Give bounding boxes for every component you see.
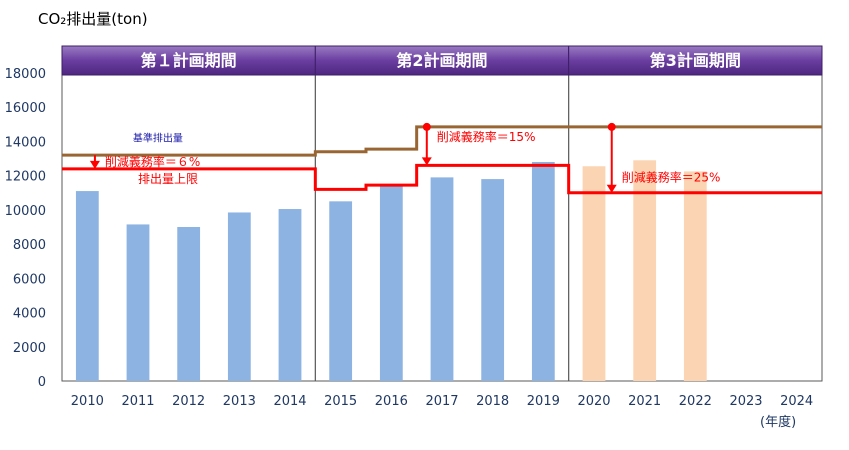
y-tick-label: 8000 bbox=[13, 238, 46, 253]
period-header bbox=[61, 45, 316, 76]
cap-line bbox=[62, 163, 822, 195]
baseline-label: 基準排出量 bbox=[133, 131, 183, 144]
reduction-rate-label: 削減義務率＝25% bbox=[622, 170, 721, 185]
x-tick-label: 2015 bbox=[324, 394, 357, 409]
y-tick-label: 14000 bbox=[5, 135, 46, 150]
bar-2014 bbox=[278, 209, 302, 381]
bar-2021 bbox=[633, 160, 657, 381]
x-tick-label: 2016 bbox=[375, 394, 408, 409]
y-tick-label: 0 bbox=[38, 375, 46, 390]
x-tick-label: 2022 bbox=[679, 394, 712, 409]
period-label: 第2計画期間 bbox=[396, 51, 487, 70]
period-headers: 第１計画期間 第2計画期間 第3計画期間 bbox=[61, 45, 823, 76]
reduction-arrow-head bbox=[421, 157, 432, 166]
bar-2010 bbox=[75, 191, 99, 381]
bars bbox=[75, 160, 707, 381]
reduction-arrow-head bbox=[89, 160, 100, 169]
reduction-rate-label: 削減義務率＝15% bbox=[437, 129, 536, 144]
y-tick-label: 10000 bbox=[5, 204, 46, 219]
bar-2022 bbox=[683, 171, 707, 381]
bar-2012 bbox=[177, 227, 201, 381]
bar-2017 bbox=[430, 177, 454, 381]
x-tick-label: 2011 bbox=[121, 394, 154, 409]
y-axis-title: CO₂排出量(ton) bbox=[38, 10, 148, 28]
bar-2016 bbox=[379, 184, 403, 381]
reduction-arrow-head bbox=[606, 184, 617, 193]
bar-2018 bbox=[481, 179, 505, 381]
x-tick-label: 2010 bbox=[71, 394, 104, 409]
y-tick-label: 18000 bbox=[5, 67, 46, 82]
x-tick-label: 2017 bbox=[425, 394, 458, 409]
y-axis-ticks: 0 2000 4000 6000 8000 10000 12000 14000 16000 180… bbox=[5, 67, 46, 390]
x-tick-label: 2012 bbox=[172, 394, 205, 409]
reduction-marker bbox=[607, 122, 616, 131]
bar-2015 bbox=[329, 201, 353, 381]
reduction-marker bbox=[422, 122, 431, 131]
cap-label: 排出量上限 bbox=[138, 172, 198, 186]
x-tick-label: 2019 bbox=[527, 394, 560, 409]
x-axis-unit: (年度) bbox=[760, 414, 796, 430]
bar-2020 bbox=[582, 166, 606, 381]
reduction-rate-label: 削減義務率＝６% bbox=[105, 154, 200, 169]
x-tick-label: 2024 bbox=[780, 394, 813, 409]
period-header bbox=[314, 45, 570, 76]
x-tick-label: 2014 bbox=[273, 394, 306, 409]
x-axis-ticks: 2010 2011 2012 2013 2014 2015 2016 2017 2018 2019… bbox=[71, 394, 813, 409]
x-tick-label: 2020 bbox=[577, 394, 610, 409]
step-lines bbox=[62, 125, 822, 195]
bar-2013 bbox=[227, 212, 251, 381]
y-tick-label: 6000 bbox=[13, 272, 46, 287]
period-header bbox=[568, 45, 823, 76]
period-label: 第１計画期間 bbox=[141, 51, 237, 70]
x-tick-label: 2018 bbox=[476, 394, 509, 409]
x-tick-label: 2013 bbox=[223, 394, 256, 409]
bar-2019 bbox=[531, 161, 555, 381]
period-label: 第3計画期間 bbox=[650, 51, 741, 70]
bar-2011 bbox=[126, 224, 150, 381]
y-tick-label: 12000 bbox=[5, 170, 46, 185]
y-tick-label: 16000 bbox=[5, 101, 46, 116]
x-tick-label: 2023 bbox=[729, 394, 762, 409]
x-tick-label: 2021 bbox=[628, 394, 661, 409]
y-tick-label: 4000 bbox=[13, 307, 46, 322]
baseline-line bbox=[62, 125, 822, 157]
y-tick-label: 2000 bbox=[13, 341, 46, 356]
